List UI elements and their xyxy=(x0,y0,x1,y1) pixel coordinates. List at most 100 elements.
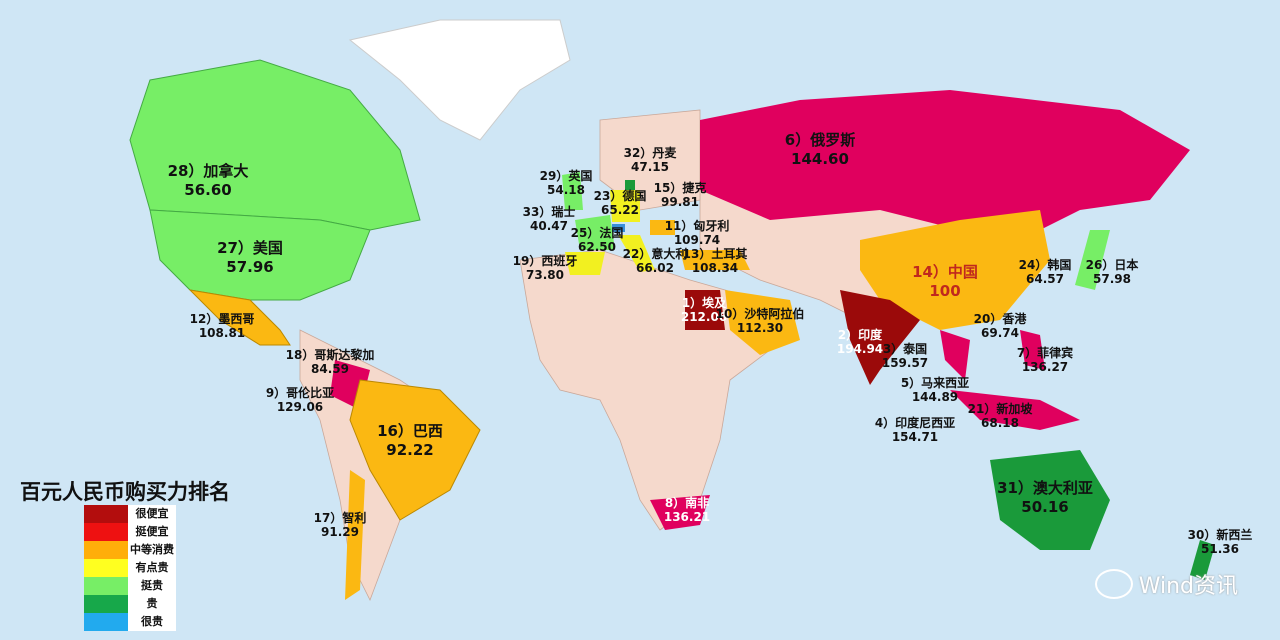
country-value: 65.22 xyxy=(601,203,639,217)
country-value: 108.81 xyxy=(198,326,246,340)
australia xyxy=(990,450,1110,550)
country-label: 11）匈牙利 109.74 xyxy=(665,219,730,247)
country-label: 22）意大利 66.02 xyxy=(623,247,688,275)
country-value: 56.60 xyxy=(184,181,232,199)
country-rank-name: 30）新西兰 xyxy=(1187,528,1253,542)
switzerland xyxy=(612,224,625,232)
country-rank-name: 5）马来西亚 xyxy=(900,376,970,390)
country-label: 27）美国 57.96 xyxy=(217,239,283,277)
country-value: 136.21 xyxy=(663,510,711,524)
country-label: 16）巴西 92.22 xyxy=(377,422,443,460)
country-value: 73.80 xyxy=(526,268,564,282)
brand-text: Wind资讯 xyxy=(1138,574,1238,599)
country-rank-name: 24）韩国 xyxy=(1018,258,1072,272)
country-label: 23）德国 65.22 xyxy=(594,189,647,217)
country-label: 31）澳大利亚 50.16 xyxy=(997,479,1093,517)
germany xyxy=(610,190,640,222)
country-label: 17）智利 91.29 xyxy=(314,511,367,539)
country-rank-name: 16）巴西 xyxy=(377,422,443,440)
country-label: 5）马来西亚 144.89 xyxy=(901,376,969,404)
south-africa xyxy=(650,495,710,530)
country-rank-name: 2）印度 xyxy=(837,328,883,342)
country-value: 212.06 xyxy=(680,310,728,324)
country-value: 92.22 xyxy=(386,441,434,459)
country-value: 144.60 xyxy=(791,150,849,168)
country-rank-name: 23）德国 xyxy=(593,189,647,203)
legend-label: 中等消费 xyxy=(128,541,176,559)
japan xyxy=(1075,230,1110,290)
country-rank-name: 19）西班牙 xyxy=(512,254,578,268)
country-label: 9）哥伦比亚 129.06 xyxy=(266,386,334,414)
country-label: 10）沙特阿拉伯 112.30 xyxy=(716,307,805,335)
brazil xyxy=(349,379,481,521)
country-label: 19）西班牙 73.80 xyxy=(513,254,578,282)
country-value: 129.06 xyxy=(276,400,324,414)
country-value: 54.18 xyxy=(547,183,585,197)
legend-swatch xyxy=(84,505,128,523)
country-rank-name: 18）哥斯达黎加 xyxy=(285,348,375,362)
country-rank-name: 32）丹麦 xyxy=(623,146,677,160)
country-rank-name: 7）菲律宾 xyxy=(1016,346,1074,360)
denmark xyxy=(625,180,635,190)
country-value: 57.96 xyxy=(226,258,274,276)
turkey xyxy=(680,250,750,270)
country-label: 33）瑞士 40.47 xyxy=(523,205,576,233)
country-label: 29）英国 54.18 xyxy=(540,169,593,197)
new-zealand xyxy=(1190,540,1215,580)
country-label: 24）韩国 64.57 xyxy=(1019,258,1072,286)
country-rank-name: 9）哥伦比亚 xyxy=(265,386,335,400)
legend-swatch xyxy=(84,559,128,577)
country-rank-name: 10）沙特阿拉伯 xyxy=(715,307,805,321)
legend-swatch xyxy=(84,541,128,559)
country-value: 159.57 xyxy=(881,356,929,370)
country-rank-name: 26）日本 xyxy=(1085,258,1139,272)
country-value: 69.74 xyxy=(981,326,1019,340)
country-rank-name: 20）香港 xyxy=(973,312,1027,326)
india xyxy=(840,290,920,385)
legend-item: 贵 xyxy=(84,595,176,613)
country-label: 3）泰国 159.57 xyxy=(882,342,928,370)
legend-item: 很贵 xyxy=(84,613,176,631)
mexico xyxy=(188,289,291,346)
spain xyxy=(565,252,605,275)
country-label: 32）丹麦 47.15 xyxy=(624,146,677,174)
country-rank-name: 21）新加坡 xyxy=(967,402,1033,416)
legend-swatch xyxy=(84,613,128,631)
legend-label: 有点贵 xyxy=(128,559,176,577)
legend-label: 很贵 xyxy=(128,613,176,631)
country-rank-name: 15）捷克 xyxy=(653,181,707,195)
country-label: 4）印度尼西亚 154.71 xyxy=(875,416,955,444)
country-value: 91.29 xyxy=(321,525,359,539)
country-rank-name: 14）中国 xyxy=(912,263,978,281)
country-rank-name: 31）澳大利亚 xyxy=(997,479,1093,497)
country-value: 100 xyxy=(929,282,961,300)
country-label: 15）捷克 99.81 xyxy=(654,181,707,209)
legend-label: 挺贵 xyxy=(128,577,176,595)
legend-label: 贵 xyxy=(128,595,176,613)
chile xyxy=(345,470,365,600)
country-value: 62.50 xyxy=(578,240,616,254)
philippines xyxy=(1020,330,1045,370)
hungary xyxy=(650,220,675,235)
country-value: 40.47 xyxy=(530,219,568,233)
country-rank-name: 22）意大利 xyxy=(622,247,688,261)
legend: 很便宜 挺便宜 中等消费 有点贵 挺贵贵很贵 xyxy=(84,505,176,631)
france xyxy=(575,215,615,250)
country-value: 66.02 xyxy=(636,261,674,275)
country-label: 14）中国 100 xyxy=(912,263,978,301)
legend-swatch xyxy=(84,577,128,595)
country-label: 30）新西兰 51.36 xyxy=(1188,528,1253,556)
country-rank-name: 13）土耳其 xyxy=(682,247,748,261)
greenland xyxy=(348,19,571,141)
country-rank-name: 3）泰国 xyxy=(882,342,928,356)
country-label: 25）法国 62.50 xyxy=(571,226,624,254)
canada xyxy=(129,59,421,231)
russia xyxy=(700,90,1190,230)
saudi xyxy=(725,290,800,355)
country-label: 12）墨西哥 108.81 xyxy=(190,312,255,340)
country-rank-name: 33）瑞士 xyxy=(522,205,576,219)
country-label: 21）新加坡 68.18 xyxy=(968,402,1033,430)
country-label: 8）南非 136.21 xyxy=(664,496,710,524)
brand-watermark: Wind资讯 xyxy=(1094,568,1238,600)
